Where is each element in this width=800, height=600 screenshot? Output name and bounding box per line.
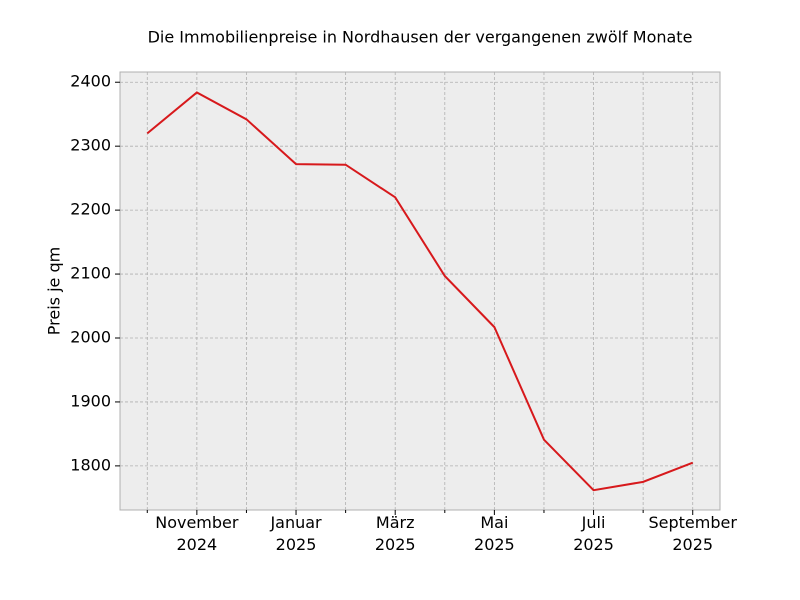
x-tick-label: Januar 2025	[270, 513, 322, 554]
y-axis-label: Preis je qm	[45, 247, 64, 335]
chart-title: Die Immobilienpreise in Nordhausen der v…	[148, 28, 693, 47]
x-tick-label: November 2024	[155, 513, 239, 554]
line	[146, 91, 694, 492]
x-tick-label: Mai 2025	[474, 513, 515, 554]
x-tick-label: September 2025	[648, 513, 737, 554]
y-tick-label: 2000	[70, 327, 111, 346]
y-tick-label: 2400	[70, 72, 111, 91]
x-tick-label: Juli 2025	[573, 513, 614, 554]
y-tick-label: 2200	[70, 200, 111, 219]
y-tick-label: 1800	[70, 455, 111, 474]
plot-area	[119, 71, 721, 511]
y-tick-label: 2300	[70, 136, 111, 155]
y-tick-label: 1900	[70, 391, 111, 410]
y-tick-label: 2100	[70, 264, 111, 283]
x-tick-label: März 2025	[374, 513, 416, 554]
